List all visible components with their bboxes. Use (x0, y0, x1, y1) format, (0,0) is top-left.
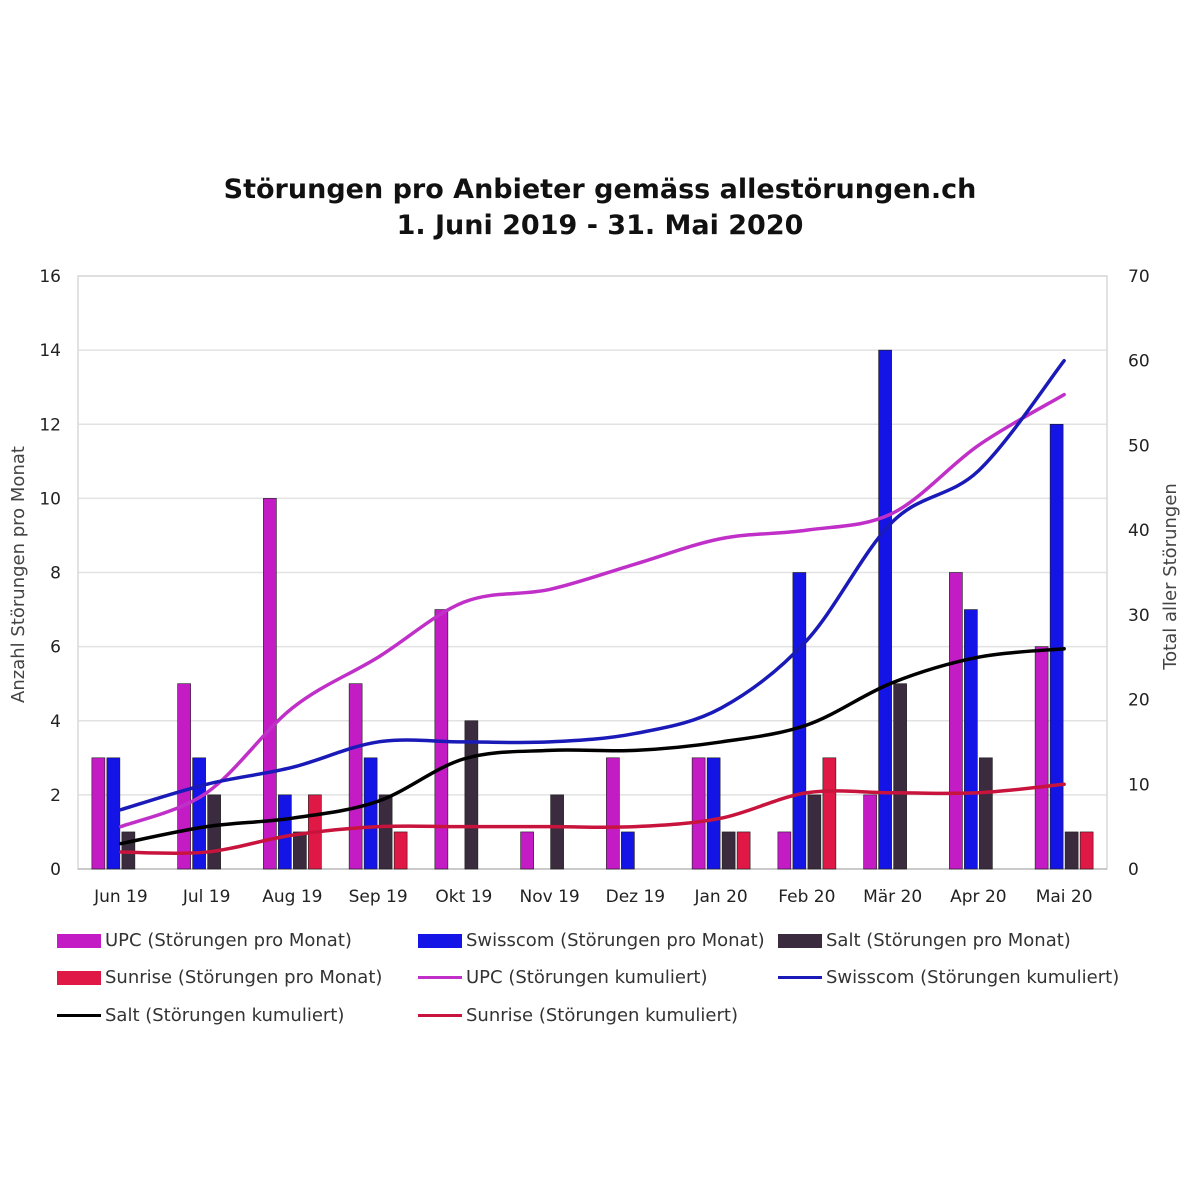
bar-swisscom (878, 349, 892, 870)
bar-swisscom (363, 757, 378, 870)
y-right-tick-label: 60 (1128, 352, 1150, 372)
bar-swisscom (706, 757, 721, 870)
bar-sunrise (822, 757, 837, 870)
y-left-tick-label: 16 (39, 267, 61, 287)
y-right-tick-label: 40 (1128, 521, 1150, 541)
bar-salt (550, 794, 564, 870)
y-left-tick-label: 4 (50, 712, 61, 732)
bar-upc (691, 757, 706, 870)
bar-salt (893, 683, 907, 870)
y-right-tick-label: 0 (1128, 860, 1139, 880)
line-sunrise-cumulative (119, 782, 1066, 856)
y-right-tick-label: 20 (1128, 691, 1150, 711)
bar-upc (177, 683, 191, 870)
x-tick-label: Jan 20 (694, 887, 748, 907)
bar-swisscom (792, 572, 807, 870)
y-axis-left-title: Anzahl Störungen pro Monat (8, 446, 29, 703)
bar-upc (91, 757, 106, 870)
bar-upc (348, 683, 363, 870)
bar-upc (1034, 646, 1049, 870)
y-left-tick-label: 6 (50, 638, 61, 658)
y-left-tick-label: 10 (39, 489, 61, 509)
line-upc-cumulative (119, 392, 1066, 829)
bar-sunrise (1079, 831, 1094, 870)
y-right-tick-label: 50 (1128, 436, 1150, 456)
bar-swisscom (621, 831, 635, 870)
x-tick-label: Nov 19 (520, 887, 580, 907)
x-tick-label: Aug 19 (262, 887, 322, 907)
x-tick-label: Mai 20 (1036, 887, 1093, 907)
y-left-tick-label: 12 (39, 415, 61, 435)
y-right-tick-label: 10 (1128, 775, 1150, 795)
x-tick-label: Mär 20 (863, 887, 922, 907)
y-left-tick-label: 2 (50, 786, 61, 806)
y-left-tick-label: 8 (50, 564, 61, 584)
bar-sunrise (393, 831, 408, 870)
bar-upc (863, 794, 877, 870)
y-right-tick-label: 70 (1128, 267, 1150, 287)
bar-salt (207, 794, 221, 870)
bar-upc (949, 572, 963, 870)
line-salt-cumulative (119, 646, 1066, 846)
y-left-tick-label: 14 (39, 341, 61, 361)
y-right-tick-label: 30 (1128, 606, 1150, 626)
x-tick-label: Sep 19 (349, 887, 408, 907)
bar-upc (606, 757, 620, 870)
bar-salt (807, 794, 822, 870)
y-left-tick-label: 0 (50, 860, 61, 880)
bar-upc (777, 831, 792, 870)
bar-swisscom (278, 794, 292, 870)
bar-upc (520, 831, 534, 870)
x-tick-label: Dez 19 (606, 887, 666, 907)
bar-upc (434, 609, 449, 870)
chart-title: Störungen pro Anbieter gemäss allestörun… (223, 174, 977, 205)
bar-salt (1064, 831, 1079, 870)
x-tick-label: Jun 19 (93, 887, 148, 907)
bar-upc (263, 498, 277, 870)
x-tick-label: Feb 20 (778, 887, 835, 907)
bar-swisscom (964, 609, 978, 870)
y-axis-right-title: Total aller Störungen (1160, 483, 1181, 671)
bar-salt (378, 794, 393, 870)
x-tick-label: Jul 19 (182, 887, 231, 907)
bar-salt (293, 831, 307, 870)
chart-subtitle: 1. Juni 2019 - 31. Mai 2020 (396, 210, 804, 241)
bar-salt (721, 831, 736, 870)
x-tick-label: Apr 20 (950, 887, 1006, 907)
bar-sunrise (736, 831, 751, 870)
x-tick-label: Okt 19 (435, 887, 492, 907)
bar-swisscom (1049, 423, 1064, 870)
bar-swisscom (106, 757, 121, 870)
bar-salt (979, 757, 993, 870)
line-swisscom-cumulative (119, 358, 1066, 812)
